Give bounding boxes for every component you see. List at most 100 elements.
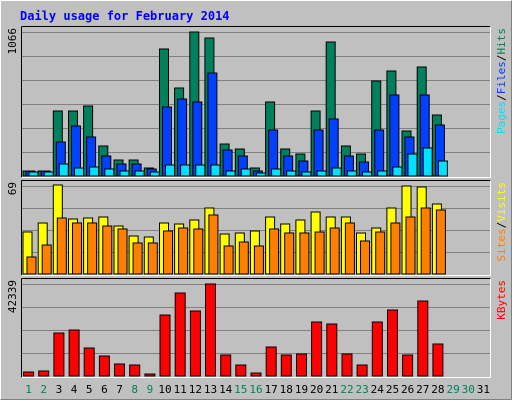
bar-pages-day-13 — [210, 164, 221, 177]
bar-sites-day-8 — [132, 242, 143, 275]
bar-pages-day-20 — [316, 170, 327, 177]
x-tick-label-day-6: 6 — [101, 383, 108, 396]
bar-sites-day-14 — [223, 245, 234, 275]
bar-sites-day-24 — [375, 231, 386, 275]
bar-kbytes-day-1 — [23, 371, 35, 377]
bar-pages-day-5 — [89, 166, 100, 177]
x-tick-label-day-23: 23 — [355, 383, 368, 396]
bar-sites-day-7 — [117, 228, 128, 275]
bar-kbytes-day-13 — [205, 283, 216, 377]
legend-kbytes: KBytes — [495, 280, 508, 320]
bar-sites-day-22 — [344, 222, 355, 275]
chart-title: Daily usage for February 2014 — [20, 9, 230, 23]
x-tick-label-day-26: 26 — [401, 383, 414, 396]
x-tick-label-day-11: 11 — [174, 383, 187, 396]
bar-sites-day-13 — [208, 214, 219, 275]
bar-pages-day-2 — [43, 171, 54, 177]
x-tick-label-day-4: 4 — [71, 383, 78, 396]
legend-visits_sites: Sites/Visits — [495, 182, 508, 262]
x-tick-label-day-30: 30 — [462, 383, 475, 396]
x-tick-label-day-22: 22 — [340, 383, 353, 396]
bar-pages-day-23 — [362, 171, 372, 177]
bar-sites-day-6 — [102, 225, 113, 275]
bar-pages-day-24 — [377, 170, 388, 177]
bar-kbytes-day-15 — [235, 364, 247, 377]
bar-files-day-20 — [313, 129, 324, 177]
bar-sites-day-5 — [87, 222, 98, 275]
bar-sites-day-4 — [72, 222, 82, 275]
bar-pages-day-21 — [331, 167, 342, 177]
bar-kbytes-day-7 — [114, 363, 125, 377]
y-max-label: 1066 — [6, 28, 19, 55]
bar-sites-day-20 — [314, 231, 325, 275]
bar-sites-day-18 — [284, 232, 295, 275]
bar-sites-day-1 — [26, 256, 37, 275]
bar-pages-day-10 — [165, 164, 175, 177]
bar-kbytes-day-18 — [280, 354, 292, 377]
bar-kbytes-day-22 — [341, 353, 353, 377]
bar-kbytes-day-11 — [174, 292, 186, 377]
bar-pages-day-27 — [422, 147, 433, 177]
bar-pages-day-28 — [437, 160, 448, 177]
x-tick-label-day-20: 20 — [310, 383, 323, 396]
x-tick-label-day-15: 15 — [234, 383, 247, 396]
legend-hits_files_pages: Pages/Files/Hits — [495, 28, 508, 134]
x-tick-label-day-18: 18 — [280, 383, 293, 396]
bar-pages-day-12 — [195, 164, 206, 177]
bar-sites-day-11 — [178, 227, 189, 275]
bar-pages-day-9 — [149, 171, 160, 177]
legend-separator: / — [495, 222, 508, 229]
bar-kbytes-day-3 — [53, 332, 65, 377]
bar-kbytes-day-28 — [432, 343, 444, 377]
x-tick-label-day-31: 31 — [477, 383, 490, 396]
x-tick-label-day-24: 24 — [371, 383, 385, 396]
bar-kbytes-day-14 — [220, 354, 232, 377]
bar-pages-day-15 — [240, 168, 251, 177]
x-tick-label-day-8: 8 — [131, 383, 138, 396]
legend-separator: / — [495, 55, 508, 62]
bar-kbytes-day-9 — [144, 373, 156, 377]
bar-kbytes-day-2 — [38, 370, 50, 377]
x-tick-label-day-7: 7 — [116, 383, 123, 396]
bar-files-day-25 — [389, 94, 400, 177]
legend-separator: / — [495, 94, 508, 101]
legend-item-kbytes: KBytes — [495, 280, 508, 320]
legend-item-visits: Visits — [495, 182, 508, 222]
bar-kbytes-day-12 — [189, 310, 201, 377]
x-tick-label-day-28: 28 — [431, 383, 444, 396]
x-tick-label-day-10: 10 — [158, 383, 171, 396]
y-max-label: 42339 — [6, 280, 19, 313]
bar-pages-day-18 — [286, 170, 297, 177]
panel-kbytes: 42339 KBytes — [6, 278, 508, 378]
x-tick-label-day-16: 16 — [249, 383, 262, 396]
x-tick-label-day-21: 21 — [325, 383, 338, 396]
bar-sites-day-19 — [299, 232, 310, 275]
x-axis-labels: 1 2 3 4 5 6 7 8 9 10 11 12 13 14 15 16 17 18 19 20 21 22 23 24 2… — [25, 383, 490, 396]
bar-kbytes-day-6 — [98, 355, 110, 377]
bar-sites-day-12 — [193, 228, 204, 275]
legend-item-sites: Sites — [495, 228, 508, 261]
bar-pages-day-4 — [74, 167, 84, 177]
bar-kbytes-day-24 — [371, 321, 383, 377]
bar-kbytes-day-27 — [417, 300, 429, 377]
bar-pages-day-11 — [180, 164, 191, 177]
x-tick-label-day-14: 14 — [219, 383, 233, 396]
bar-kbytes-day-23 — [356, 364, 368, 377]
bar-sites-day-3 — [56, 217, 67, 275]
panel-visits_sites: 69 Sites/Visits — [6, 180, 508, 276]
panel-hits_files_pages: 1066 Pages/Files/Hits — [6, 26, 508, 178]
bar-pages-day-14 — [225, 170, 236, 177]
bar-kbytes-day-19 — [296, 353, 307, 377]
bar-kbytes-day-4 — [68, 329, 80, 377]
bar-pages-day-3 — [58, 163, 69, 177]
x-tick-label-day-2: 2 — [40, 383, 47, 396]
bar-sites-day-23 — [360, 240, 370, 275]
x-tick-label-day-19: 19 — [295, 383, 308, 396]
x-tick-label-day-25: 25 — [386, 383, 399, 396]
bar-pages-day-26 — [407, 153, 418, 177]
bar-sites-day-28 — [435, 209, 446, 275]
bar-files-day-11 — [177, 98, 188, 177]
x-tick-label-day-13: 13 — [204, 383, 217, 396]
bar-kbytes-day-17 — [265, 346, 277, 377]
